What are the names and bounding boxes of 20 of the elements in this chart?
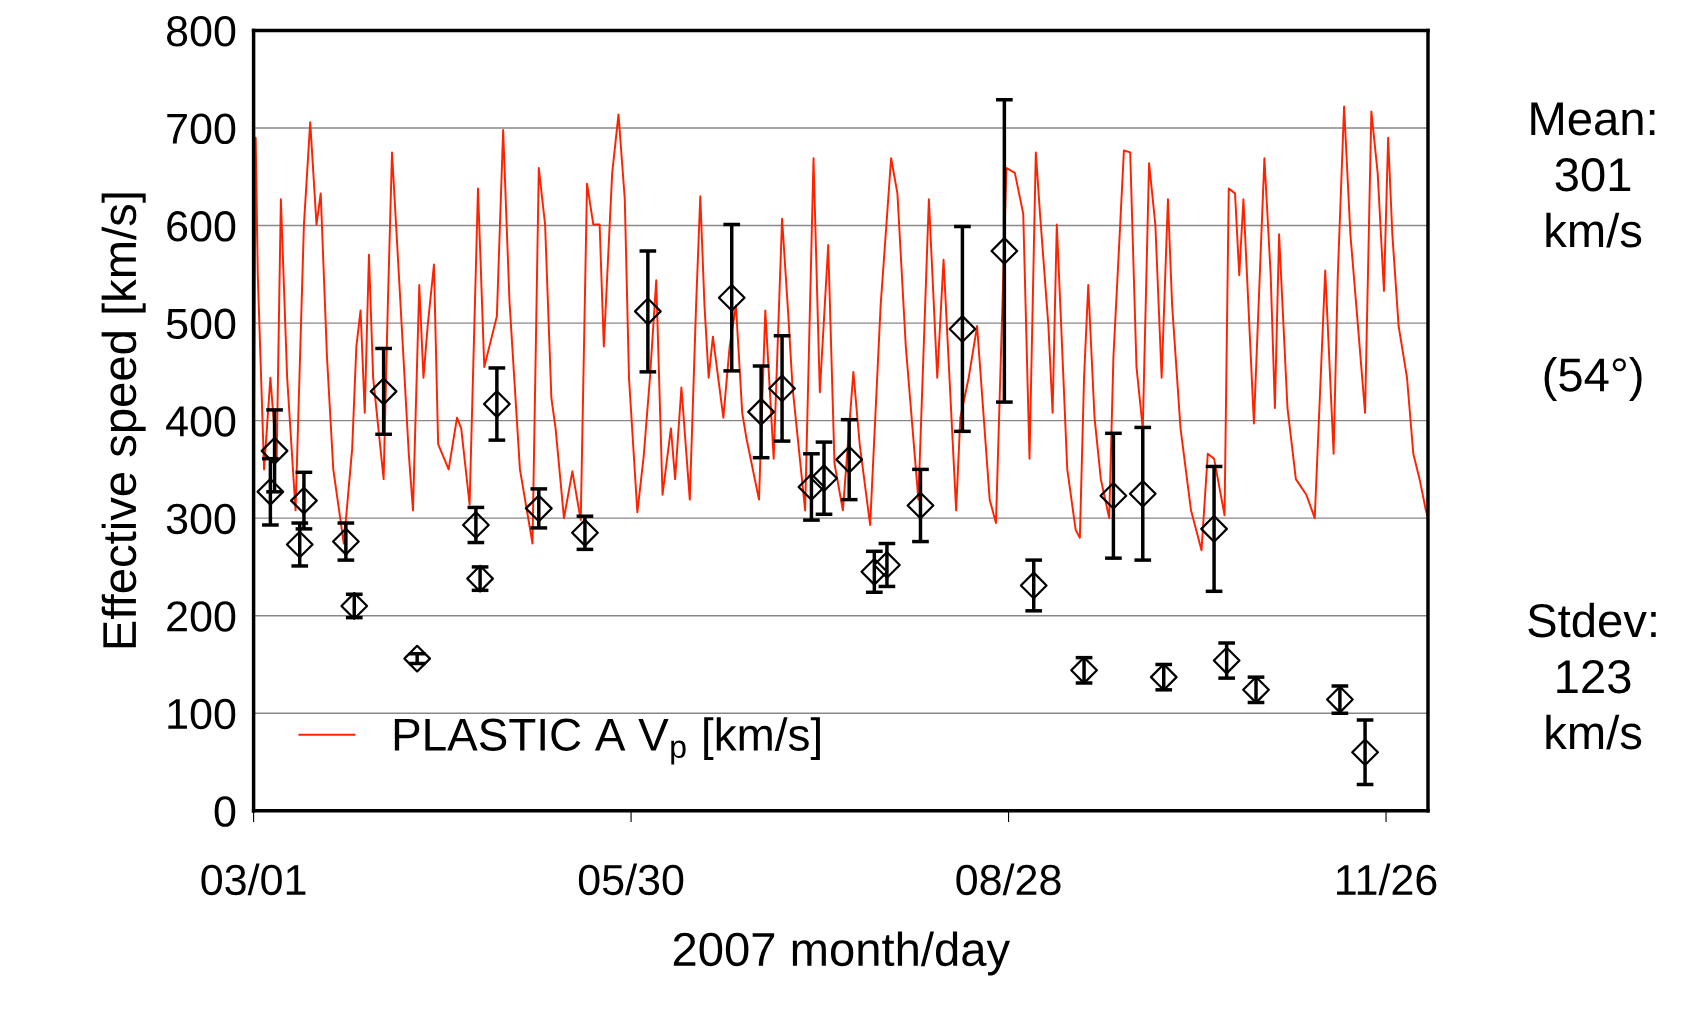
y-tick-label: 300 (166, 503, 236, 535)
y-tick-label: 700 (167, 113, 236, 145)
text: Stdev: 123 km/s (1528, 602, 1656, 750)
text: (54°) (1544, 356, 1642, 401)
y-tick-label: 0 (214, 796, 236, 827)
text: Mean: 301 km/s (1531, 102, 1655, 248)
x-tick-label: 05/30 (578, 863, 684, 896)
x-tick-label: 08/28 (956, 863, 1061, 896)
y-axis-title: Effective speed [km/s] (101, 193, 146, 648)
y-tick-label: 800 (166, 16, 236, 47)
line-series (253, 105, 1428, 552)
y-tick-label: 100 (168, 698, 236, 730)
x-tick-label: 11/26 (1337, 863, 1437, 896)
legend-label: PLASTIC A V$_{p}$ [km/s] (394, 717, 820, 765)
x-axis-title: 2007 month/day (673, 931, 1011, 976)
y-tick-label: 500 (166, 308, 236, 340)
x-tick-label: 03/01 (201, 863, 306, 896)
y-tick-label: 400 (166, 406, 236, 437)
y-tick-label: 600 (167, 211, 236, 242)
y-tick-label: 200 (167, 601, 236, 632)
